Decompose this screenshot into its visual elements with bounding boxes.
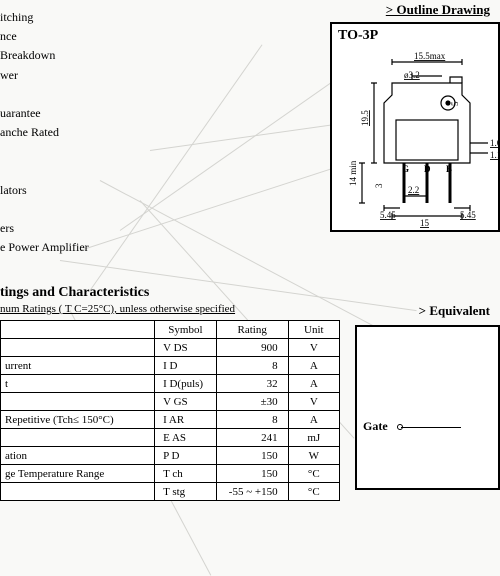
table-cell: ation <box>1 447 155 465</box>
svg-text:2.2: 2.2 <box>408 185 419 195</box>
table-cell: 150 <box>216 447 288 465</box>
feature-line: itching <box>0 8 89 27</box>
equivalent-circuit-box: Gate <box>355 325 500 490</box>
table-cell: P D <box>155 447 217 465</box>
svg-text:15: 15 <box>420 218 430 228</box>
svg-text:1.1: 1.1 <box>490 150 500 160</box>
table-row: ge Temperature RangeT ch150°C <box>1 465 340 483</box>
table-cell: 32 <box>216 375 288 393</box>
feature-line <box>0 200 89 219</box>
feature-line <box>0 162 89 181</box>
table-cell: 241 <box>216 429 288 447</box>
svg-text:ø3.2: ø3.2 <box>404 70 420 80</box>
table-cell <box>1 429 155 447</box>
feature-line <box>0 85 89 104</box>
table-cell: A <box>288 375 339 393</box>
feature-line: e Power Amplifier <box>0 238 89 257</box>
table-cell: ±30 <box>216 393 288 411</box>
table-cell: 900 <box>216 339 288 357</box>
table-header: Unit <box>288 321 339 339</box>
feature-line <box>0 142 89 161</box>
svg-text:D: D <box>424 164 431 174</box>
table-cell: A <box>288 357 339 375</box>
table-cell: V <box>288 393 339 411</box>
table-cell: V GS <box>155 393 217 411</box>
outline-drawing-box: TO-3P <box>330 22 500 232</box>
table-cell: E AS <box>155 429 217 447</box>
ratings-table: SymbolRatingUnit V DS900VurrentI D8AtI D… <box>0 320 340 501</box>
feature-line: wer <box>0 66 89 85</box>
table-row: Repetitive (Tch≤ 150°C)I AR8A <box>1 411 340 429</box>
table-cell: A <box>288 411 339 429</box>
table-cell: I D(puls) <box>155 375 217 393</box>
ratings-subheading: num Ratings ( T C=25°C), unless otherwis… <box>0 303 235 315</box>
gate-label: Gate <box>363 419 388 434</box>
svg-text:G: G <box>402 164 409 174</box>
table-cell: urrent <box>1 357 155 375</box>
svg-text:19.5: 19.5 <box>360 110 370 126</box>
table-cell: 8 <box>216 411 288 429</box>
svg-text:14 min: 14 min <box>348 160 358 186</box>
table-cell: T ch <box>155 465 217 483</box>
feature-line: nce <box>0 27 89 46</box>
table-row: tI D(puls)32A <box>1 375 340 393</box>
svg-text:5: 5 <box>450 101 460 106</box>
equivalent-heading: > Equivalent <box>419 303 490 319</box>
outline-heading: > Outline Drawing <box>386 2 490 18</box>
table-cell: -55 ~ +150 <box>216 483 288 501</box>
svg-text:B: B <box>446 164 452 174</box>
table-header <box>1 321 155 339</box>
svg-text:15.5max: 15.5max <box>414 51 446 61</box>
feature-line: Breakdown <box>0 46 89 65</box>
table-cell: T stg <box>155 483 217 501</box>
table-cell: 8 <box>216 357 288 375</box>
package-name: TO-3P <box>338 28 378 44</box>
table-row: E AS241mJ <box>1 429 340 447</box>
table-cell: ge Temperature Range <box>1 465 155 483</box>
table-cell: mJ <box>288 429 339 447</box>
table-cell <box>1 393 155 411</box>
table-cell: I AR <box>155 411 217 429</box>
table-header: Symbol <box>155 321 217 339</box>
feature-line: anche Rated <box>0 123 89 142</box>
table-cell: W <box>288 447 339 465</box>
table-cell: I D <box>155 357 217 375</box>
svg-text:3: 3 <box>374 183 384 188</box>
svg-text:5.45: 5.45 <box>380 210 396 220</box>
feature-line: ers <box>0 219 89 238</box>
table-row: urrentI D8A <box>1 357 340 375</box>
table-cell <box>1 339 155 357</box>
svg-text:5.45: 5.45 <box>460 210 476 220</box>
features-list: itchingnceBreakdownwer uaranteeanche Rat… <box>0 8 89 257</box>
table-cell <box>1 483 155 501</box>
table-cell: °C <box>288 465 339 483</box>
feature-line: lators <box>0 181 89 200</box>
ratings-heading: tings and Characteristics <box>0 285 149 301</box>
gate-wire <box>401 427 461 428</box>
table-row: ationP D150W <box>1 447 340 465</box>
svg-text:1.6: 1.6 <box>490 138 500 148</box>
table-row: T stg-55 ~ +150°C <box>1 483 340 501</box>
table-cell: Repetitive (Tch≤ 150°C) <box>1 411 155 429</box>
package-diagram: 15.5max ø3.2 19.5 14 min 3 2.2 15 5.45 5… <box>332 48 500 232</box>
feature-line: uarantee <box>0 104 89 123</box>
table-cell: 150 <box>216 465 288 483</box>
table-cell: °C <box>288 483 339 501</box>
table-cell: V <box>288 339 339 357</box>
table-cell: t <box>1 375 155 393</box>
table-row: V DS900V <box>1 339 340 357</box>
table-cell: V DS <box>155 339 217 357</box>
table-row: V GS±30V <box>1 393 340 411</box>
table-header: Rating <box>216 321 288 339</box>
